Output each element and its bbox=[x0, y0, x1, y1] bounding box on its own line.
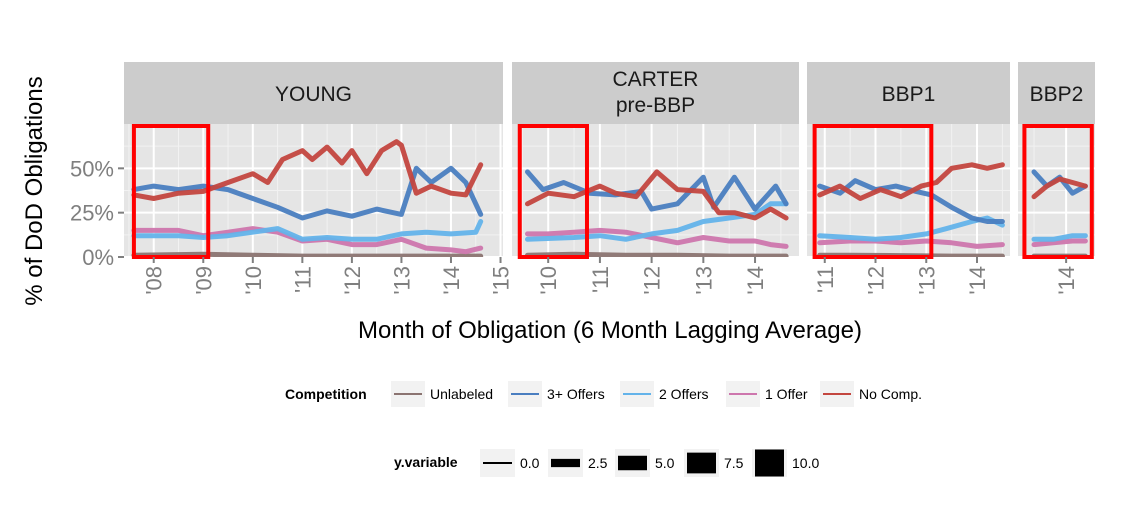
y-tick-label: 50% bbox=[70, 156, 114, 181]
facet-strip bbox=[124, 62, 503, 124]
size-legend-item-7-5: 7.5 bbox=[684, 449, 744, 477]
series-line-no-comp bbox=[525, 169, 789, 221]
facet-panel-young: YOUNG '08 '09 '10 '11 '12 '13 '14 '15 0% 25% 50% bbox=[70, 62, 514, 295]
y-variable-legend: y.variable 0.0 2.5 5.0 7.5 10.0 bbox=[394, 449, 819, 477]
x-tick-label: '09 bbox=[191, 266, 216, 295]
series-line-unlabeled bbox=[525, 251, 789, 257]
legend-item-unlabeled: Unlabeled bbox=[391, 381, 493, 407]
legend-label: 5.0 bbox=[655, 455, 675, 471]
series-line-unlabeled bbox=[131, 251, 484, 257]
legend-label: Unlabeled bbox=[430, 386, 493, 402]
facet-panel-bbp1: BBP1 '11 '12 '13 '14 bbox=[807, 62, 1010, 295]
competition-legend-title: Competition bbox=[285, 386, 367, 402]
x-tick-label: '12 bbox=[340, 266, 365, 295]
x-tick-label: '13 bbox=[914, 266, 939, 295]
series-line-1-offer bbox=[525, 227, 789, 249]
panel-series bbox=[525, 169, 789, 257]
x-tick-label: '14 bbox=[439, 266, 464, 295]
series-line-2-offers bbox=[131, 219, 484, 242]
x-tick-label: '08 bbox=[142, 266, 167, 295]
highlight-box bbox=[1022, 124, 1094, 259]
highlight-box bbox=[812, 124, 934, 259]
y-variable-legend-title: y.variable bbox=[394, 454, 458, 470]
series-line-1-offer bbox=[817, 238, 1005, 249]
x-tick-label: '12 bbox=[640, 266, 665, 295]
y-tick-label: 25% bbox=[70, 201, 114, 226]
x-tick-label: '14 bbox=[1054, 266, 1079, 295]
facet-panel-carter-pre-bbp: CARTER pre-BBP '10 '11 '12 '13 '14 bbox=[512, 62, 799, 295]
x-tick-label: '10 bbox=[241, 266, 266, 295]
size-legend-item-5-0: 5.0 bbox=[615, 449, 675, 477]
x-tick-label: '11 bbox=[588, 266, 613, 293]
x-tick-label: '10 bbox=[536, 266, 561, 295]
panel-series bbox=[131, 139, 484, 257]
legend-label: 1 Offer bbox=[765, 386, 808, 402]
facet-strip-label: CARTER bbox=[613, 68, 699, 91]
legend-item-3-offers: 3+ Offers bbox=[508, 381, 605, 407]
highlight-box bbox=[517, 124, 589, 259]
facet-panels: YOUNG '08 '09 '10 '11 '12 '13 '14 '15 0% 25% 50% CAR… bbox=[70, 62, 1095, 295]
facet-strip-label: BBP1 bbox=[882, 83, 936, 106]
x-tick-label: '13 bbox=[691, 266, 716, 295]
legend-label: 0.0 bbox=[520, 455, 540, 471]
size-legend-item-2-5: 2.5 bbox=[548, 449, 608, 477]
legend-label: 3+ Offers bbox=[547, 386, 605, 402]
facet-strip bbox=[512, 62, 799, 124]
legend-label: 2.5 bbox=[588, 455, 608, 471]
x-axis-title: Month of Obligation (6 Month Lagging Ave… bbox=[358, 317, 862, 344]
legend-label: 7.5 bbox=[724, 455, 744, 471]
y-tick-label: 0% bbox=[82, 245, 114, 270]
series-line-2-offers bbox=[525, 201, 789, 242]
series-line-3-offers bbox=[525, 169, 789, 212]
series-line-no-comp bbox=[1031, 176, 1088, 200]
size-legend-item-0-0: 0.0 bbox=[480, 449, 540, 477]
x-tick-label: '14 bbox=[743, 266, 768, 295]
x-tick-label: '11 bbox=[813, 266, 838, 293]
size-legend-item-10-0: 10.0 bbox=[752, 449, 819, 477]
series-line-3-offers bbox=[131, 165, 484, 221]
legend-item-2-offers: 2 Offers bbox=[620, 381, 709, 407]
facet-strip bbox=[1018, 62, 1095, 124]
facet-strip-label: BBP2 bbox=[1030, 83, 1084, 106]
facet-strip bbox=[807, 62, 1010, 124]
x-tick-label: '11 bbox=[290, 266, 315, 293]
y-axis-title: % of DoD Obligations bbox=[21, 76, 48, 305]
x-tick-label: '15 bbox=[489, 266, 514, 295]
legend-item-1-offer: 1 Offer bbox=[726, 381, 808, 407]
x-tick-label: '12 bbox=[864, 266, 889, 295]
x-tick-label: '14 bbox=[965, 266, 990, 295]
legend-label: 2 Offers bbox=[659, 386, 709, 402]
series-line-1-offer bbox=[1031, 238, 1088, 248]
facet-strip-label: YOUNG bbox=[275, 83, 352, 106]
x-tick-label: '13 bbox=[389, 266, 414, 295]
highlight-box bbox=[131, 124, 211, 259]
facet-panel-bbp2: BBP2 '14 bbox=[1018, 62, 1095, 295]
legend-label: 10.0 bbox=[792, 455, 819, 471]
series-line-no-comp bbox=[817, 162, 1005, 201]
competition-legend: Competition Unlabeled 3+ Offers 2 Offers 1 O… bbox=[285, 381, 922, 407]
facet-strip-label: pre-BBP bbox=[616, 94, 695, 117]
series-line-2-offers bbox=[1031, 233, 1088, 242]
legend-label: No Comp. bbox=[859, 386, 922, 402]
legend-item-no-comp: No Comp. bbox=[820, 381, 922, 407]
series-line-no-comp bbox=[131, 139, 484, 201]
